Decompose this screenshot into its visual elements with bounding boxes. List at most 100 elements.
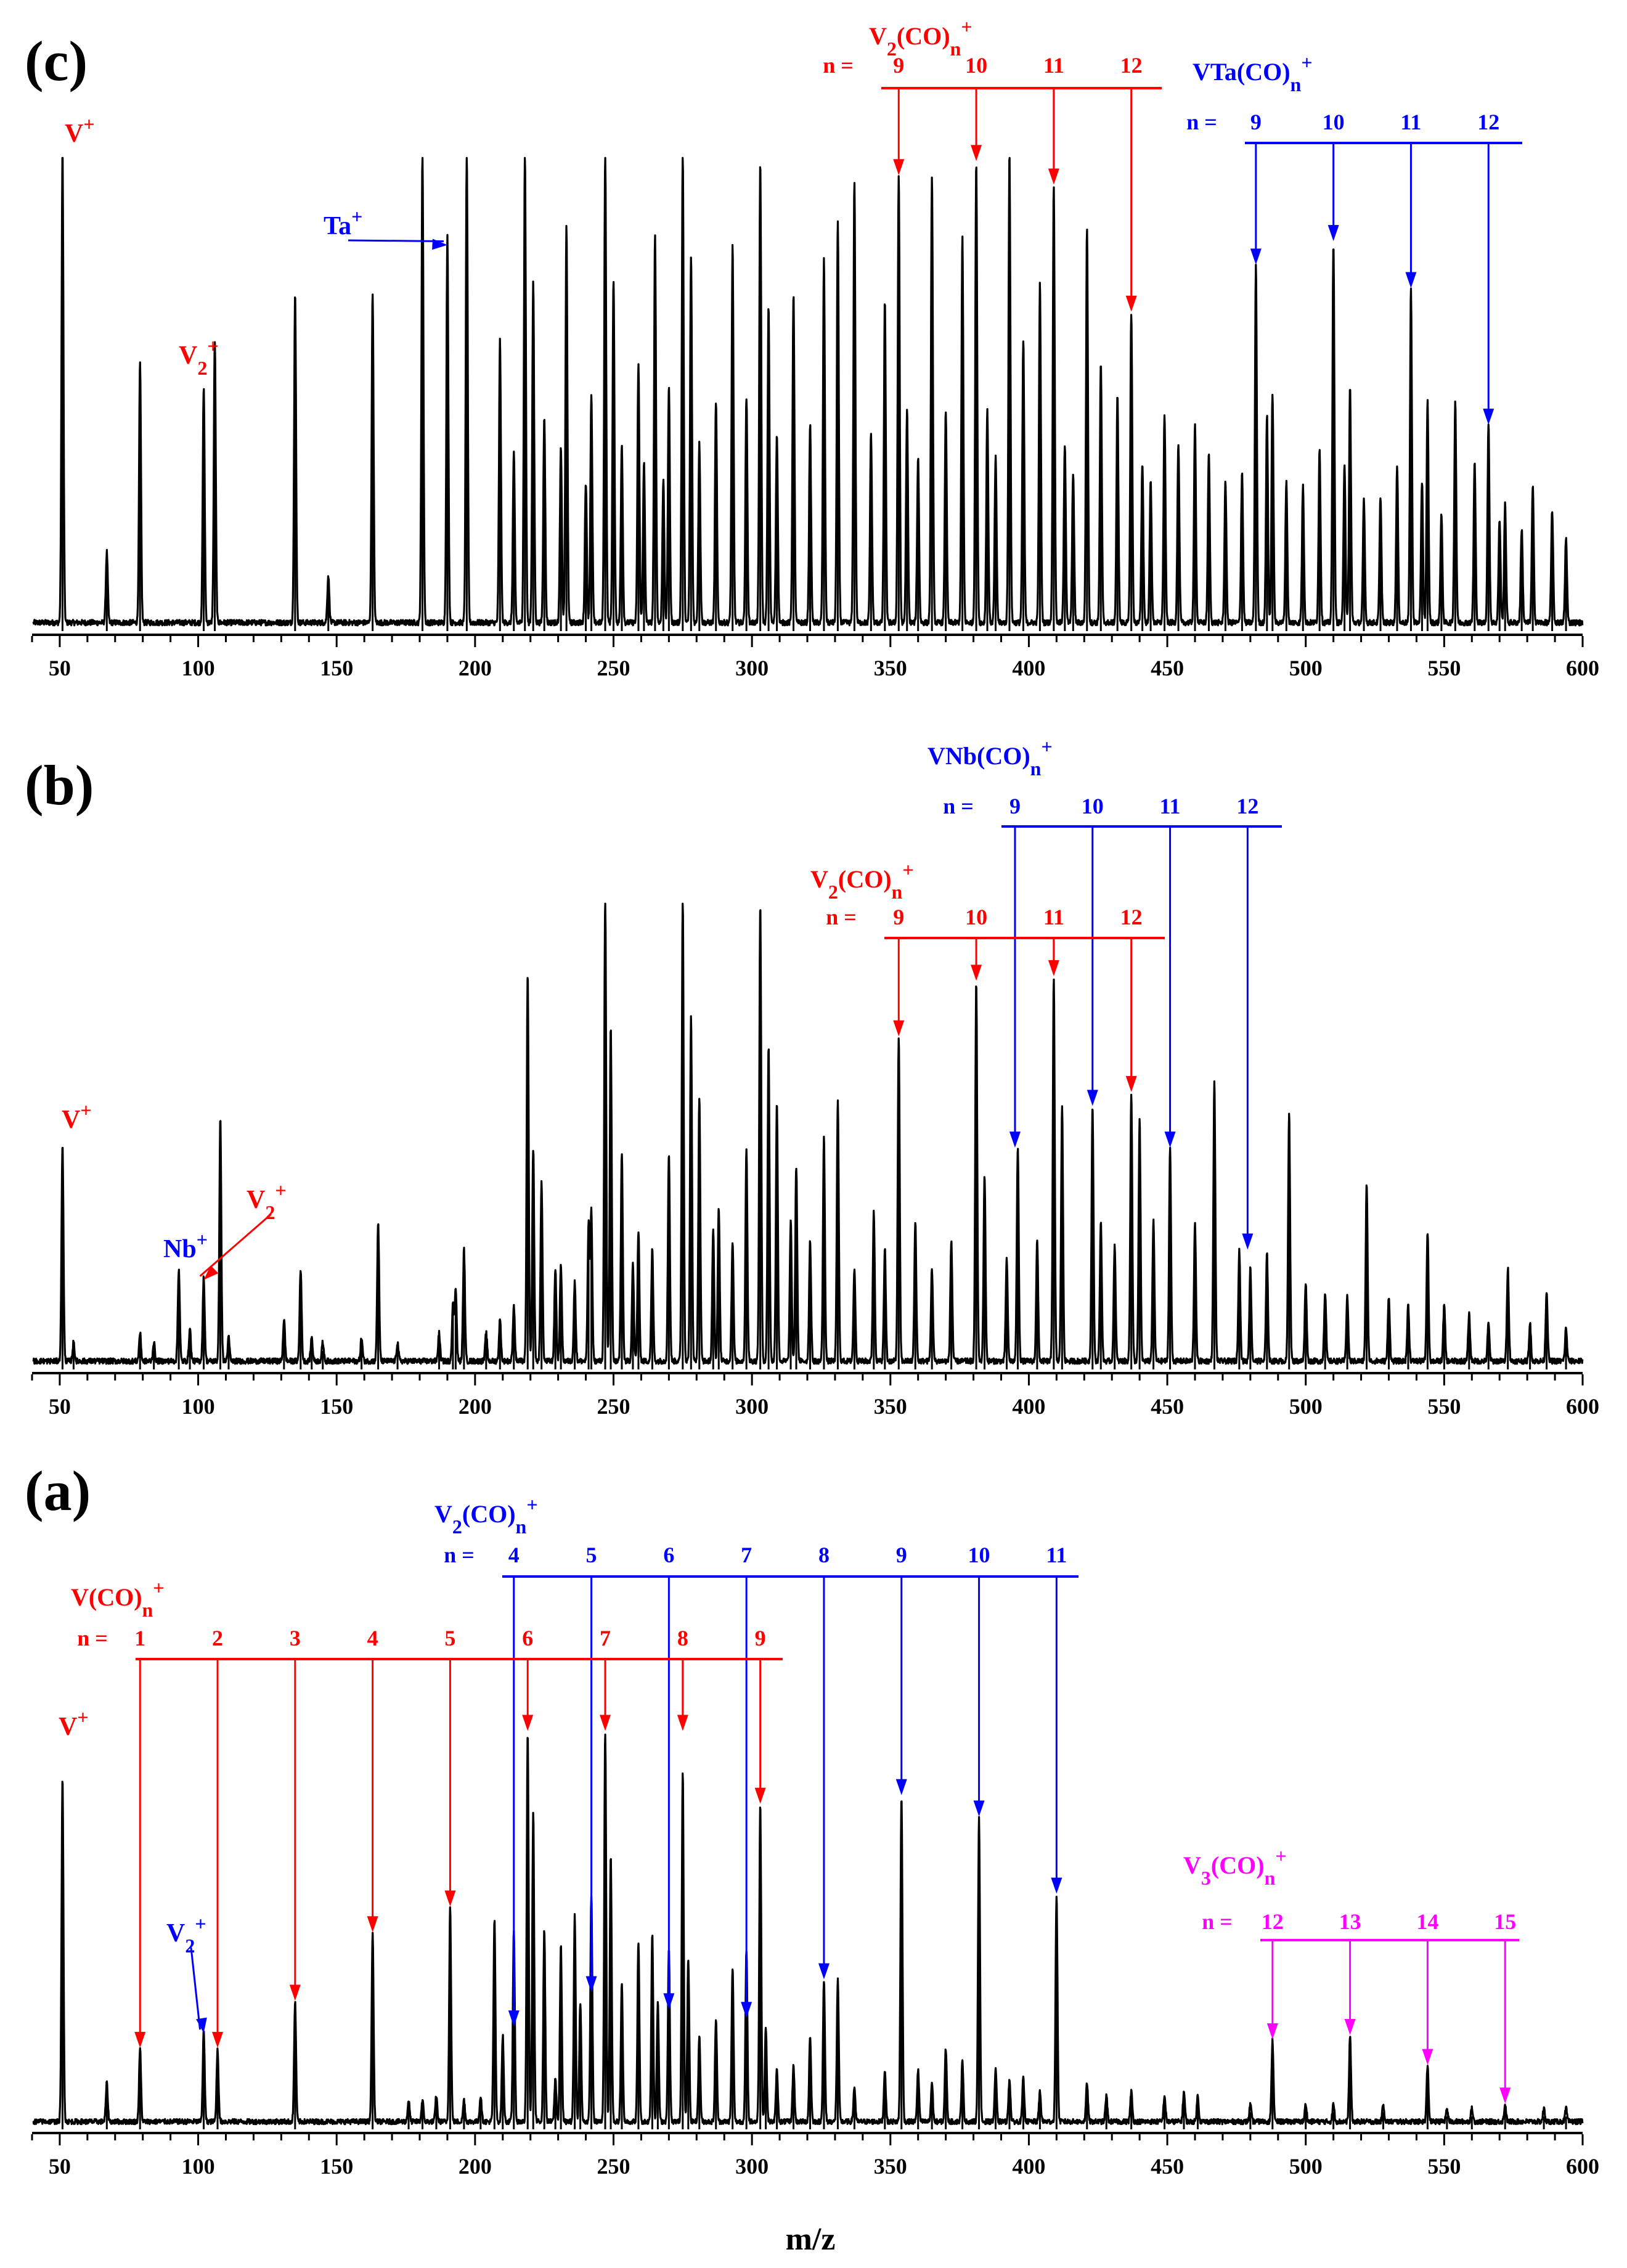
tick-label: 450 <box>1151 2154 1184 2179</box>
tick-label: 300 <box>735 2154 769 2179</box>
panel-label: (b) <box>25 754 94 817</box>
series-n-label: 2 <box>212 1626 223 1650</box>
tick-label: 500 <box>1289 1394 1323 1419</box>
tick-label: 100 <box>182 1394 215 1419</box>
series-n-label: 7 <box>741 1543 752 1567</box>
tick-label: 250 <box>597 1394 630 1419</box>
series-arrowhead <box>1048 168 1059 185</box>
label-pointer <box>348 239 444 243</box>
series-arrowhead <box>1483 409 1494 425</box>
tick-label: 150 <box>320 656 353 680</box>
series-n-label: 9 <box>893 905 904 929</box>
series-n-prefix: n = <box>77 1626 108 1650</box>
tick-label: 550 <box>1427 2154 1461 2179</box>
tick-label: 600 <box>1566 1394 1599 1419</box>
panel-c: (c) 50 100 150 200 250 300 350 400 450 500 550 600 V+… <box>25 15 1599 680</box>
series-arrowhead <box>1048 960 1059 976</box>
label-pointer <box>199 1213 272 1277</box>
series-n-label: 11 <box>1043 905 1064 929</box>
tick-label: 400 <box>1012 1394 1045 1419</box>
series-n-label: 12 <box>1262 1909 1284 1934</box>
series-arrowhead <box>1125 1075 1137 1092</box>
series-arrowhead <box>522 1715 534 1731</box>
series-arrowhead <box>212 2031 224 2048</box>
series-arrowhead <box>1164 1132 1176 1148</box>
series-red: V2(CO)n+n = 9 10 11 12 <box>810 859 1165 1092</box>
panel-b: (b) 50 100 150 200 250 300 350 400 450 500 550 600 V+… <box>25 735 1599 1419</box>
tick-label: 450 <box>1151 656 1184 680</box>
series-arrowhead <box>754 1787 766 1804</box>
series-arrowhead <box>367 1916 378 1933</box>
series-arrowhead <box>663 1993 675 2010</box>
tick-label: 150 <box>320 2154 353 2179</box>
series-red: V(CO)n+ n = 1 2 3 4 5 6 7 8 9 <box>71 1577 783 2048</box>
tick-label: 350 <box>874 2154 907 2179</box>
tick-label: 400 <box>1012 2154 1045 2179</box>
series-n-label: 7 <box>600 1626 611 1650</box>
series-arrowhead <box>818 1963 830 1980</box>
peak-label: V+ <box>65 113 95 148</box>
series-n-label: 8 <box>677 1626 688 1650</box>
series-red: V2(CO)n+ n = 9 10 11 12 <box>823 15 1162 312</box>
tick-label: 350 <box>874 656 907 680</box>
tick-label: 500 <box>1289 656 1323 680</box>
series-n-label: 8 <box>818 1543 830 1567</box>
x-axis-line <box>32 634 1583 636</box>
series-name: VTa(CO)n+ <box>1193 51 1313 96</box>
series-arrowhead <box>893 1020 905 1037</box>
peak-label: V+ <box>62 1099 92 1134</box>
series-name: V2(CO)n+ <box>869 15 973 60</box>
series-n-prefix: n = <box>1186 110 1217 134</box>
series-n-label: 10 <box>965 53 987 78</box>
tick-label: 200 <box>459 656 492 680</box>
series-name: V(CO)n+ <box>71 1577 165 1621</box>
series-arrowhead <box>971 145 982 161</box>
series-arrowhead <box>895 1779 907 1795</box>
x-ticks: 50 100 150 200 250 300 350 400 450 500 550 600 <box>31 1374 1599 1419</box>
series-n-label: 5 <box>444 1626 455 1650</box>
series-n-prefix: n = <box>1202 1909 1233 1934</box>
series-n-label: 9 <box>1009 794 1021 818</box>
series-n-label: 10 <box>1323 110 1345 134</box>
series-n-label: 5 <box>586 1543 597 1567</box>
peak-marks <box>61 906 1567 1369</box>
series-n-label: 11 <box>1043 53 1064 78</box>
tick-label: 300 <box>735 1394 769 1419</box>
series-n-label: 13 <box>1339 1909 1361 1934</box>
series-n-prefix: n = <box>823 53 854 78</box>
series-name: VNb(CO)n+ <box>928 735 1053 780</box>
series-n-label: 1 <box>134 1626 145 1650</box>
x-ticks: 50 100 150 200 250 300 350 400 450 500 550 600 <box>31 636 1599 680</box>
series-arrowhead <box>1051 1877 1062 1894</box>
series-n-label: 11 <box>1160 794 1181 818</box>
series-arrowhead <box>677 1715 688 1731</box>
series-arrowhead <box>1344 2019 1356 2035</box>
series-n-label: 9 <box>893 53 904 78</box>
tick-label: 50 <box>49 656 71 680</box>
series-arrowhead <box>585 1976 597 1993</box>
tick-label: 200 <box>459 2154 492 2179</box>
peak-label: V2+ <box>166 1912 206 1957</box>
spectrum-line <box>32 1733 1584 2126</box>
series-arrowhead <box>1422 2049 1433 2065</box>
series-n-label: 10 <box>1082 794 1104 818</box>
peak-label: V2+ <box>179 335 219 379</box>
x-axis-line <box>32 2132 1583 2134</box>
series-arrowhead <box>444 1890 456 1907</box>
tick-label: 350 <box>874 1394 907 1419</box>
series-n-prefix: n = <box>444 1543 475 1567</box>
series-name: V2(CO)n+ <box>810 859 914 903</box>
series-n-label: 9 <box>1250 110 1262 134</box>
series-n-label: 12 <box>1120 53 1143 78</box>
series-arrowhead <box>134 2031 146 2048</box>
series-n-label: 10 <box>968 1543 990 1567</box>
series-n-label: 10 <box>965 905 987 929</box>
series-n-label: 15 <box>1494 1909 1516 1934</box>
series-arrowhead <box>289 1985 301 2001</box>
series-n-label: 6 <box>663 1543 674 1567</box>
tick-label: 100 <box>182 656 215 680</box>
series-n-label: 14 <box>1416 1909 1438 1934</box>
panel-label: (a) <box>25 1459 91 1522</box>
label-pointer-head <box>432 239 447 250</box>
